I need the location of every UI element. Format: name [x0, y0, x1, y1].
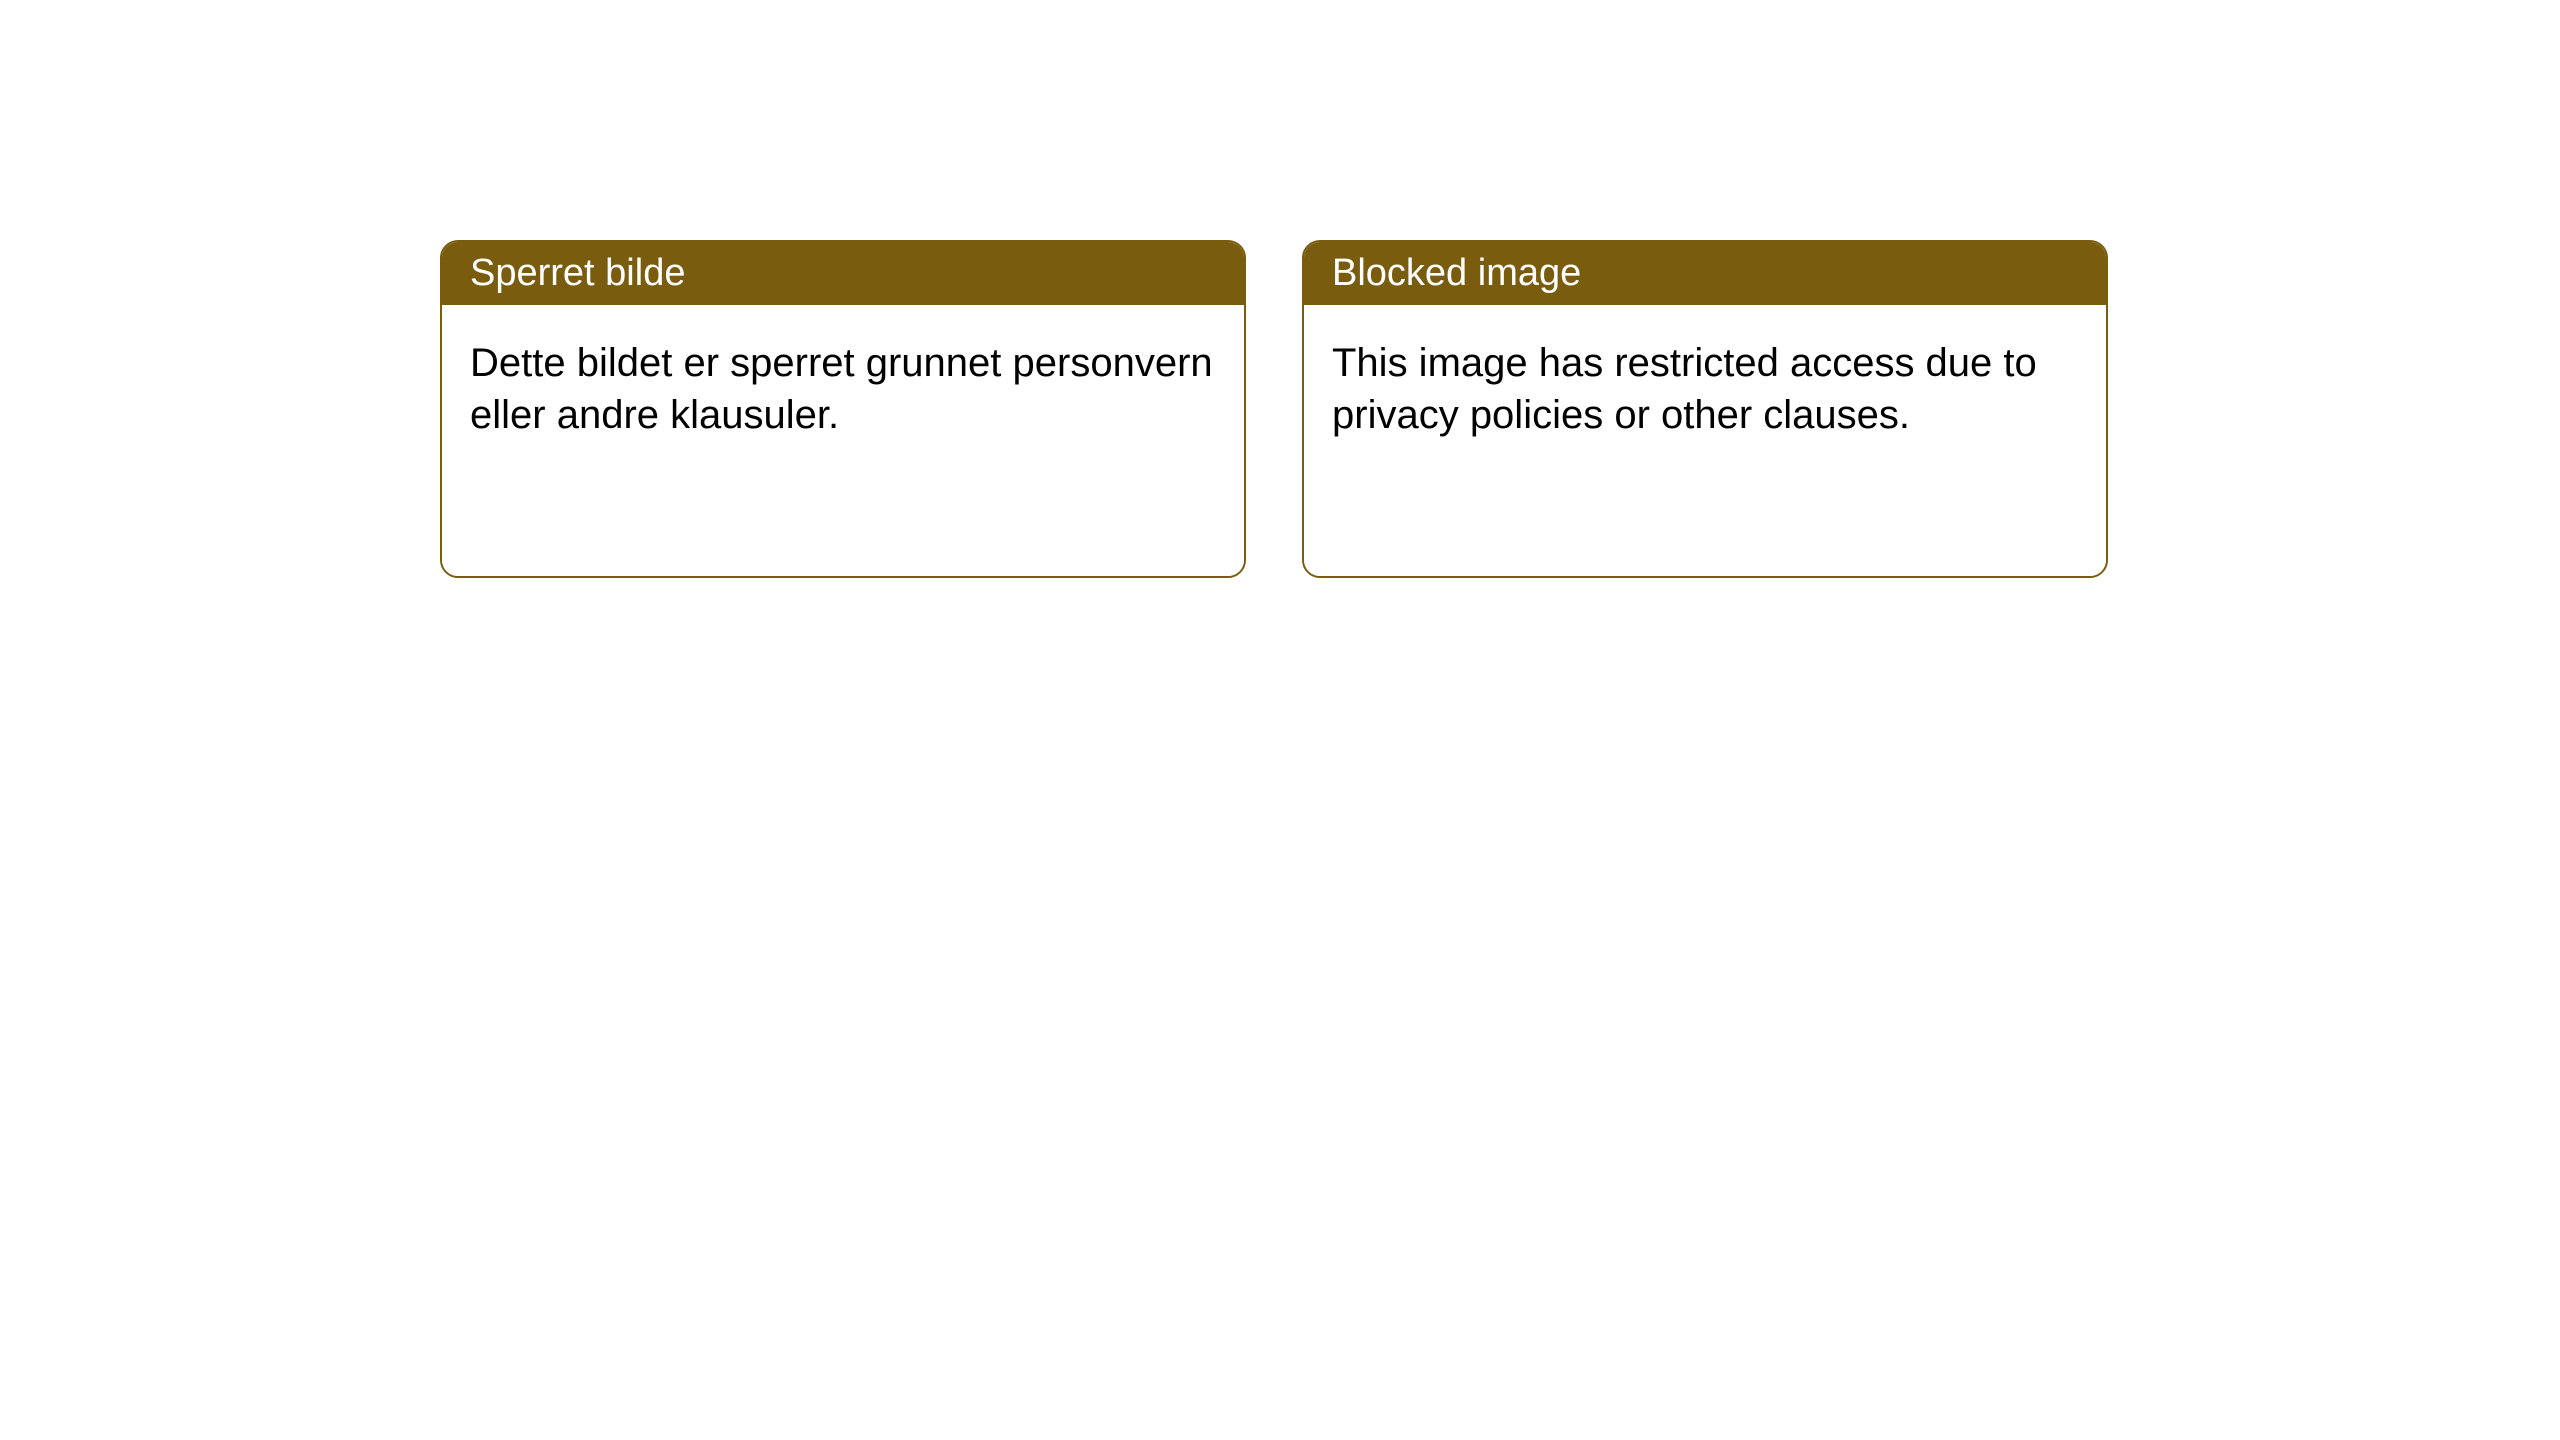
notice-header: Blocked image [1304, 242, 2106, 305]
notice-body: Dette bildet er sperret grunnet personve… [442, 305, 1244, 576]
notice-card-english: Blocked image This image has restricted … [1302, 240, 2108, 578]
notice-header: Sperret bilde [442, 242, 1244, 305]
notice-container: Sperret bilde Dette bildet er sperret gr… [0, 0, 2560, 578]
notice-card-norwegian: Sperret bilde Dette bildet er sperret gr… [440, 240, 1246, 578]
notice-body: This image has restricted access due to … [1304, 305, 2106, 576]
